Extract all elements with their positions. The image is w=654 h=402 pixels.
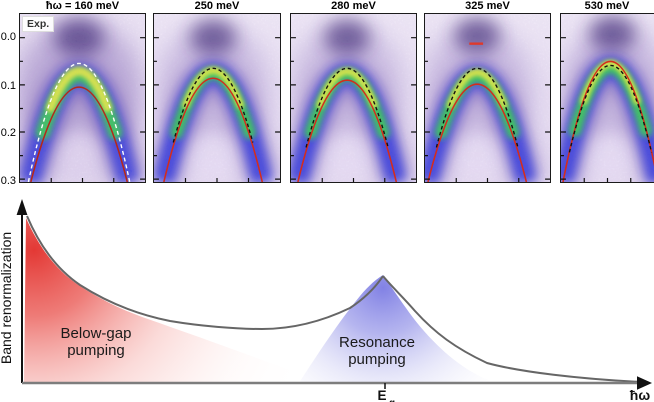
arpes-heatmap-250mev bbox=[154, 14, 280, 182]
axis-ticks bbox=[154, 37, 280, 182]
reference-curve-dashed bbox=[568, 64, 653, 153]
below-gap-region bbox=[24, 218, 327, 383]
schematic-xlabel: ħω bbox=[630, 387, 651, 402]
fit-curve-red bbox=[297, 79, 398, 182]
arpes-panel-325mev bbox=[424, 13, 551, 183]
arpes-panel-280mev bbox=[290, 13, 417, 183]
reference-curve-dashed bbox=[172, 67, 254, 143]
below-gap-label-line1: Below-gap bbox=[61, 325, 132, 342]
panel-title-280mev: 280 meV bbox=[331, 0, 376, 12]
axis-ticks bbox=[20, 37, 145, 182]
x-axis-arrow-icon bbox=[637, 376, 652, 390]
renormalization-curve bbox=[26, 215, 384, 331]
renormalization-curve bbox=[382, 275, 643, 383]
energy-tick-label: 0.1 bbox=[0, 80, 16, 92]
arpes-panel-250mev bbox=[153, 13, 281, 183]
below-gap-label-line2: pumping bbox=[67, 342, 125, 359]
resonance-region bbox=[299, 275, 497, 383]
arpes-heatmap-280mev bbox=[291, 14, 416, 182]
energy-tick-label: 0.3 bbox=[0, 175, 16, 187]
y-axis-arrow-icon bbox=[16, 199, 28, 215]
fit-curve-red bbox=[30, 86, 129, 182]
arpes-heatmap-530mev bbox=[561, 14, 654, 182]
panel-title-530mev: 530 meV bbox=[584, 0, 630, 12]
fit-curve-red bbox=[427, 83, 528, 182]
band-renormalization-schematic: Band renormalization ħω E g Below-gap pu… bbox=[0, 199, 652, 402]
fit-curve-red bbox=[163, 77, 264, 182]
reference-curve-dashed bbox=[27, 63, 131, 182]
panel-title-325mev: 325 meV bbox=[465, 0, 510, 12]
experiment-badge: Exp. bbox=[22, 16, 55, 32]
resonance-tick-label: E bbox=[377, 388, 386, 402]
axis-ticks bbox=[561, 37, 632, 182]
arpes-heatmap-325mev bbox=[425, 14, 550, 182]
axis-ticks bbox=[425, 37, 550, 182]
arpes-heatmap-160mev bbox=[20, 14, 145, 182]
schematic-ylabel: Band renormalization bbox=[0, 232, 14, 364]
energy-tick-label: 0.2 bbox=[0, 127, 16, 139]
energy-tick-label: 0.0 bbox=[0, 31, 16, 43]
axis-ticks bbox=[291, 37, 416, 182]
resonance-tick-sublabel: g bbox=[389, 398, 395, 402]
panel-title-160mev: ħω = 160 meV bbox=[45, 0, 120, 12]
resonance-label-line1: Resonance bbox=[339, 334, 415, 351]
resonance-label-line2: pumping bbox=[348, 351, 406, 368]
panel-title-250mev: 250 meV bbox=[194, 0, 240, 12]
arpes-panel-160mev: Exp. bbox=[19, 13, 146, 183]
arpes-panel-530mev bbox=[560, 13, 654, 183]
